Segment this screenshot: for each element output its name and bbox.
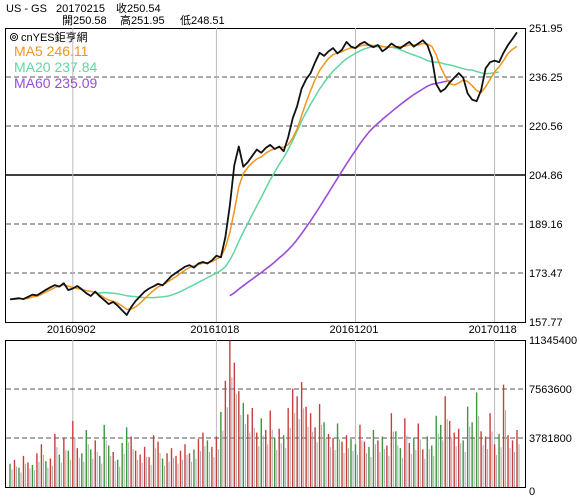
series-line-ma60	[229, 79, 450, 297]
volume-tick-label: 7563600	[529, 384, 572, 396]
date-tick-label: 20160902	[47, 324, 96, 336]
price-tick-label: 236.25	[529, 72, 563, 84]
legend-ma60: MA60 235.09	[14, 75, 97, 91]
symbol-label: US - GS	[6, 3, 47, 15]
date-tick-label: 20161018	[190, 324, 239, 336]
price-tick-label: 204.86	[529, 170, 563, 182]
volume-panel-frame	[5, 340, 526, 488]
series-line-price	[9, 31, 518, 316]
price-grid	[6, 28, 525, 322]
copyright-icon	[9, 32, 19, 42]
volume-tick-label: 3781800	[529, 433, 572, 445]
date-tick-label: 20161201	[329, 324, 378, 336]
open-label: 開250.58	[62, 14, 107, 27]
price-tick-label: 173.47	[529, 268, 563, 280]
volume-bars	[9, 340, 520, 487]
price-panel-frame	[5, 28, 526, 323]
price-tick-label: 220.56	[529, 121, 563, 133]
series-line-ma20	[95, 45, 500, 299]
brand-text: cnYES鉅亨網	[21, 30, 88, 44]
date-x-axis: 20160902 20161018 20161201 20170118	[47, 324, 517, 336]
brand-mark: cnYES鉅亨網	[9, 30, 88, 44]
date-label: 20170215	[56, 3, 105, 15]
price-y-axis: 251.95 236.25 220.56 204.86 189.16 173.47 157.…	[529, 23, 563, 329]
volume-tick-label: 0	[529, 486, 535, 498]
legend-ma20: MA20 237.84	[14, 59, 97, 75]
price-tick-label: 251.95	[529, 23, 563, 35]
low-label: 低248.51	[180, 14, 225, 27]
price-lines	[9, 31, 518, 316]
date-tick-label: 20170118	[469, 324, 517, 336]
volume-y-axis: 11345400 7563600 3781800 0	[529, 335, 577, 498]
close-label: 收250.54	[116, 1, 161, 15]
legend-ma5: MA5 246.11	[14, 43, 89, 59]
price-tick-label: 189.16	[529, 219, 563, 231]
price-tick-label: 157.77	[529, 317, 563, 329]
volume-tick-label: 11345400	[529, 335, 577, 347]
high-label: 高251.95	[120, 13, 165, 27]
